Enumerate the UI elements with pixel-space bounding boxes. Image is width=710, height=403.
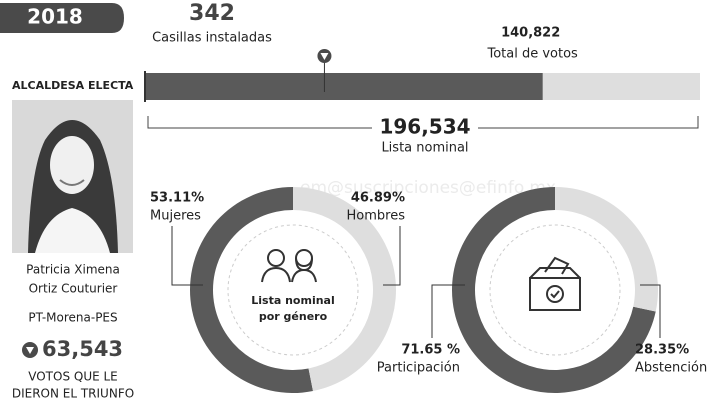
inner-ring — [227, 224, 359, 356]
winner-votes: 63,543 — [42, 337, 123, 361]
year-badge — [0, 3, 124, 33]
winner-party: PT-Morena-PES — [28, 311, 117, 325]
winner-heading: ALCALDESA ELECTA — [12, 79, 134, 92]
value-label: 28.35% — [635, 343, 689, 358]
category-label: Mujeres — [150, 209, 201, 224]
donut-segment — [293, 187, 396, 392]
donut-segment — [555, 187, 658, 312]
vote-icon — [26, 347, 34, 354]
value-label: 140,822 — [501, 26, 560, 41]
photo — [12, 100, 133, 253]
casillas-value: 342 — [189, 1, 235, 26]
leader-line — [640, 284, 661, 338]
category-label: Hombres — [347, 209, 406, 224]
category-label: Participación — [377, 361, 460, 376]
marker — [320, 53, 329, 60]
category-label: Lista nominal — [381, 141, 468, 156]
winner-name: Ortiz Couturier — [29, 282, 118, 296]
votes-caption: DIERON EL TRIUNFO — [12, 387, 134, 401]
inner-ring — [489, 224, 621, 356]
donut-title: por género — [259, 310, 328, 323]
casillas-label: Casillas instaladas — [152, 31, 272, 46]
value-label: 71.65 % — [401, 343, 460, 358]
donut-segment — [189, 187, 313, 393]
leader-line — [431, 284, 465, 338]
category-label: Total de votos — [486, 47, 578, 62]
ballot-icon — [529, 256, 581, 311]
leader-line — [171, 226, 203, 286]
people-icon — [261, 249, 317, 283]
value-label: 196,534 — [379, 115, 470, 139]
year: 2018 — [27, 5, 83, 29]
leader-line — [383, 226, 401, 286]
value-label: 46.89% — [351, 191, 405, 206]
bracket — [147, 116, 699, 129]
winner-name: Patricia Ximena — [26, 263, 120, 277]
category-label: Abstención — [635, 361, 707, 376]
votes-caption: VOTOS QUE LE — [28, 370, 118, 384]
bar — [145, 73, 543, 100]
donut-title: Lista nominal — [251, 294, 334, 307]
value-label: 53.11% — [150, 191, 204, 206]
watermark: em@suscripciones@efinfo.mx — [300, 178, 556, 198]
